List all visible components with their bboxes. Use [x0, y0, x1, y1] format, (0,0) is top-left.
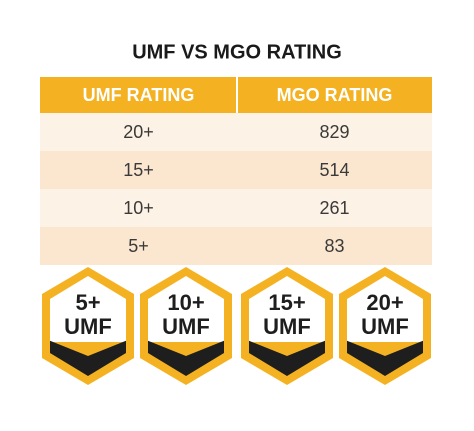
table-row: [40, 227, 432, 265]
badge: 5+UMF: [42, 267, 134, 385]
table-cell: 20+: [123, 122, 154, 142]
badge-rating: 5+: [75, 290, 100, 315]
badge-rating: 15+: [268, 290, 305, 315]
table: UMF RATING MGO RATING 20+ 829 15+ 514 10+ 261 5+…: [40, 77, 432, 265]
table-row: [40, 113, 432, 151]
badge-rating: 20+: [366, 290, 403, 315]
table-cell: 829: [319, 122, 349, 142]
header-cell: [40, 77, 236, 113]
table-row: [40, 151, 432, 189]
badge-label: UMF: [64, 314, 112, 339]
header-cell: [238, 77, 432, 113]
table-cell: 10+: [123, 198, 154, 218]
badge: 15+UMF: [241, 267, 333, 385]
badge-label: UMF: [361, 314, 409, 339]
table-cell: 5+: [128, 236, 149, 256]
badge: 20+UMF: [339, 267, 431, 385]
badge-rating: 10+: [167, 290, 204, 315]
table-cell: 15+: [123, 160, 154, 180]
title: UMF VS MGO RATING: [132, 41, 342, 63]
column-header: UMF RATING: [83, 85, 195, 105]
badge-label: UMF: [263, 314, 311, 339]
table-row: [40, 189, 432, 227]
column-header: MGO RATING: [277, 85, 393, 105]
table-cell: 83: [324, 236, 344, 256]
badge: 10+UMF: [140, 267, 232, 385]
table-cell: 261: [319, 198, 349, 218]
badge-label: UMF: [162, 314, 210, 339]
table-cell: 514: [319, 160, 349, 180]
